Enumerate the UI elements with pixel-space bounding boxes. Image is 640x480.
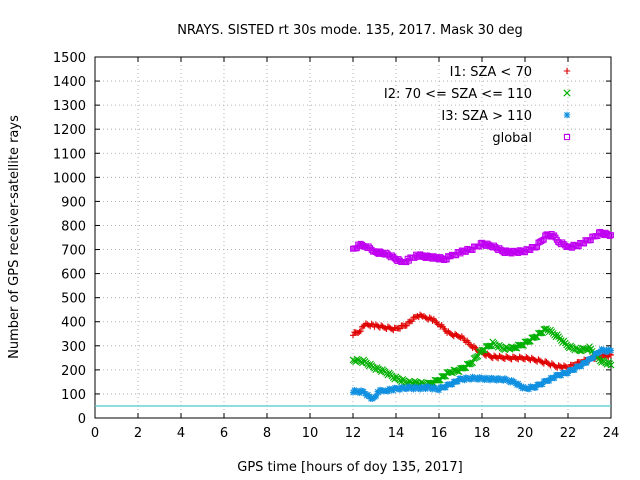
data-point: [449, 381, 456, 388]
legend: I1: SZA < 70 I2: 70 <= SZA <= 110 I3: SZA …: [384, 65, 571, 146]
data-point: [474, 352, 482, 360]
data-point: [409, 318, 416, 325]
data-point: [590, 354, 597, 361]
y-tick-label: 400: [61, 316, 86, 331]
y-tick-label: 500: [61, 292, 86, 307]
x-tick-label: 20: [517, 426, 534, 441]
legend-marker: [563, 133, 571, 141]
legend-marker: [563, 67, 571, 75]
data-point: [356, 328, 363, 335]
y-axis-label: Number of GPS receiver-satellite rays: [7, 115, 22, 359]
data-point: [565, 370, 571, 377]
x-tick-label: 24: [603, 426, 620, 441]
data-point: [469, 359, 476, 367]
data-point: [360, 323, 367, 330]
y-tick-label: 900: [61, 195, 86, 210]
data-point: [436, 387, 442, 394]
data-point: [461, 377, 468, 384]
data-point: [507, 379, 514, 386]
data-point: [429, 386, 436, 393]
chart-title: NRAYS. SISTED rt 30s mode. 135, 2017. Ma…: [177, 23, 523, 38]
x-tick-label: 22: [560, 426, 577, 441]
y-tick-label: 700: [61, 244, 86, 259]
data-point: [368, 320, 375, 327]
x-tick-label: 6: [220, 426, 228, 441]
y-tick-label: 0: [78, 412, 86, 427]
data-point: [375, 389, 382, 396]
series-3: [350, 346, 614, 402]
data-point: [608, 232, 614, 239]
legend-label: global: [492, 131, 532, 146]
data-point: [546, 378, 553, 385]
x-tick-label: 8: [263, 426, 271, 441]
data-point: [403, 322, 410, 329]
data-point: [456, 334, 463, 341]
y-tick-label: 600: [61, 268, 86, 283]
x-axis-label: GPS time [hours of doy 135, 2017]: [237, 460, 462, 475]
x-tick-label: 4: [177, 426, 185, 441]
data-point: [426, 314, 433, 321]
y-tick-label: 1200: [53, 123, 86, 138]
series-4: [350, 228, 614, 266]
legend-label: I3: SZA > 110: [441, 109, 532, 124]
x-tick-label: 10: [302, 426, 319, 441]
series-2: [349, 325, 615, 390]
y-tick-label: 1000: [53, 171, 86, 186]
data-point: [397, 325, 404, 332]
y-tick-label: 1500: [53, 51, 86, 66]
x-tick-label: 2: [134, 426, 142, 441]
data-point: [454, 378, 461, 385]
y-tick-label: 100: [61, 388, 86, 403]
legend-marker: [563, 89, 571, 97]
legend-label: I2: 70 <= SZA <= 110: [384, 87, 532, 102]
data-point: [526, 386, 533, 393]
data-point: [442, 384, 449, 391]
data-point: [558, 372, 565, 379]
data-point: [571, 367, 578, 374]
data-point: [608, 347, 614, 354]
data-point: [551, 375, 558, 382]
data-point: [512, 354, 519, 361]
data-point: [481, 377, 488, 384]
y-axis-ticks: 0 100 200 300 400 500 600 700 800 900 1000 1100 1200…: [53, 51, 611, 427]
x-tick-label: 12: [345, 426, 362, 441]
data-point: [390, 387, 397, 394]
data-point: [578, 363, 585, 370]
y-tick-label: 200: [61, 364, 86, 379]
data-point: [505, 354, 512, 361]
data-point: [539, 359, 546, 366]
data-point: [486, 342, 494, 350]
data-point: [607, 361, 615, 369]
data-point: [357, 328, 364, 335]
data-point: [397, 386, 404, 393]
data-point: [510, 344, 518, 352]
data-point: [373, 393, 380, 400]
x-axis-ticks: 0 2 4 6 8 10 12 14 16 18 20 22 24: [91, 57, 619, 441]
x-tick-label: 18: [474, 426, 491, 441]
x-tick-label: 0: [91, 426, 99, 441]
data-point: [539, 381, 546, 388]
y-tick-label: 1300: [53, 99, 86, 114]
data-point: [359, 323, 366, 330]
legend-label: I1: SZA < 70: [450, 65, 532, 80]
data-point: [350, 332, 356, 339]
y-tick-label: 300: [61, 340, 86, 355]
data-point: [583, 359, 590, 366]
data-point: [519, 355, 526, 362]
data-series: [349, 228, 615, 402]
y-tick-label: 800: [61, 219, 86, 234]
data-point: [500, 377, 507, 384]
x-tick-label: 16: [431, 426, 448, 441]
legend-marker: [563, 111, 571, 119]
data-point: [384, 388, 391, 395]
data-point: [422, 386, 429, 393]
x-tick-label: 14: [388, 426, 405, 441]
data-point: [532, 384, 539, 391]
data-point: [606, 232, 613, 239]
y-tick-label: 1400: [53, 75, 86, 90]
y-tick-label: 1100: [53, 147, 86, 162]
